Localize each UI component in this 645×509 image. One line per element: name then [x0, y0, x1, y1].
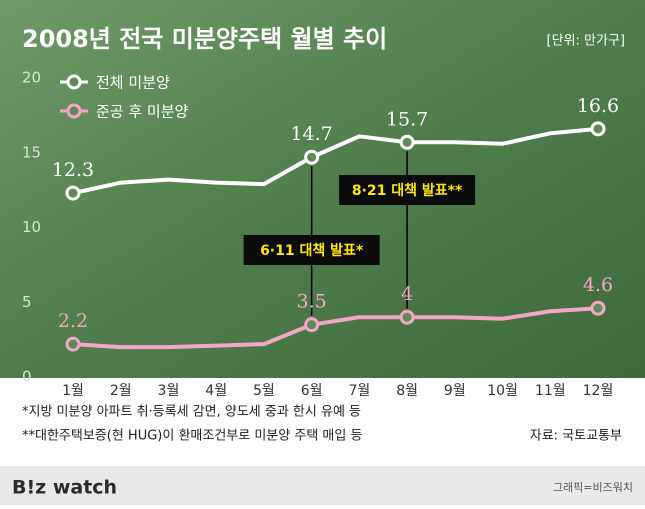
- point: [590, 121, 606, 137]
- data-label: 12.3: [52, 159, 94, 181]
- annotation-box: [339, 175, 476, 205]
- footnote: **대한주택보증(현 HUG)이 환매조건부로 미분양 주택 매입 등: [22, 429, 362, 444]
- point: [399, 309, 415, 325]
- point: [304, 317, 320, 333]
- data-label: 15.7: [386, 108, 428, 130]
- annotation-box: [243, 235, 380, 265]
- x-tick-label: 3월: [158, 383, 180, 399]
- source: 자료: 국토교통부: [530, 429, 622, 444]
- series-line: [72, 126, 599, 196]
- footer: [0, 466, 645, 505]
- data-label: 3.5: [297, 291, 327, 313]
- series-line: [72, 306, 599, 350]
- x-tick-label: 6월: [301, 383, 323, 399]
- x-tick-label: 2월: [110, 383, 132, 399]
- x-tick-label: 5월: [253, 383, 275, 399]
- logo: B!z watch: [12, 477, 117, 499]
- point: [304, 149, 320, 165]
- legend-label: 전체 미분양: [96, 74, 170, 92]
- unit: [단위: 만가구]: [547, 34, 625, 49]
- x-tick-label: 11월: [535, 383, 566, 399]
- point: [590, 300, 606, 316]
- data-label: 2.2: [58, 310, 88, 332]
- x-tick-label: 7월: [348, 383, 370, 399]
- y-tick-label: 15: [22, 143, 41, 161]
- legend-label: 준공 후 미분양: [96, 103, 189, 121]
- credit: 그래픽=비즈워치: [553, 481, 633, 494]
- point: [65, 185, 81, 201]
- y-tick-label: 10: [22, 218, 41, 236]
- annotation: 6·11 대책 발표*: [260, 242, 364, 259]
- point: [399, 134, 415, 150]
- legend-marker: [66, 103, 82, 119]
- x-tick-label: 10월: [487, 383, 518, 399]
- chart-title: 2008년 전국 미분양주택 월별 추이: [22, 25, 387, 53]
- y-tick-label: 0: [22, 368, 32, 386]
- point: [65, 336, 81, 352]
- x-tick-label: 9월: [444, 383, 466, 399]
- footnote: *지방 미분양 아파트 취·등록세 감면, 양도세 중과 한시 유예 등: [22, 405, 361, 420]
- data-label: 4: [401, 283, 413, 305]
- data-label: 4.6: [583, 274, 613, 296]
- annotation: 8·21 대책 발표**: [352, 182, 463, 199]
- y-tick-label: 5: [22, 293, 32, 311]
- data-label: 16.6: [577, 95, 619, 117]
- x-tick-label: 8월: [396, 383, 418, 399]
- notes-panel: [0, 378, 645, 466]
- x-tick-label: 4월: [205, 383, 227, 399]
- data-label: 14.7: [290, 123, 332, 145]
- x-tick-label: 12월: [583, 383, 614, 399]
- y-tick-label: 20: [22, 69, 41, 87]
- x-tick-label: 1월: [62, 383, 84, 399]
- legend-marker: [66, 74, 82, 90]
